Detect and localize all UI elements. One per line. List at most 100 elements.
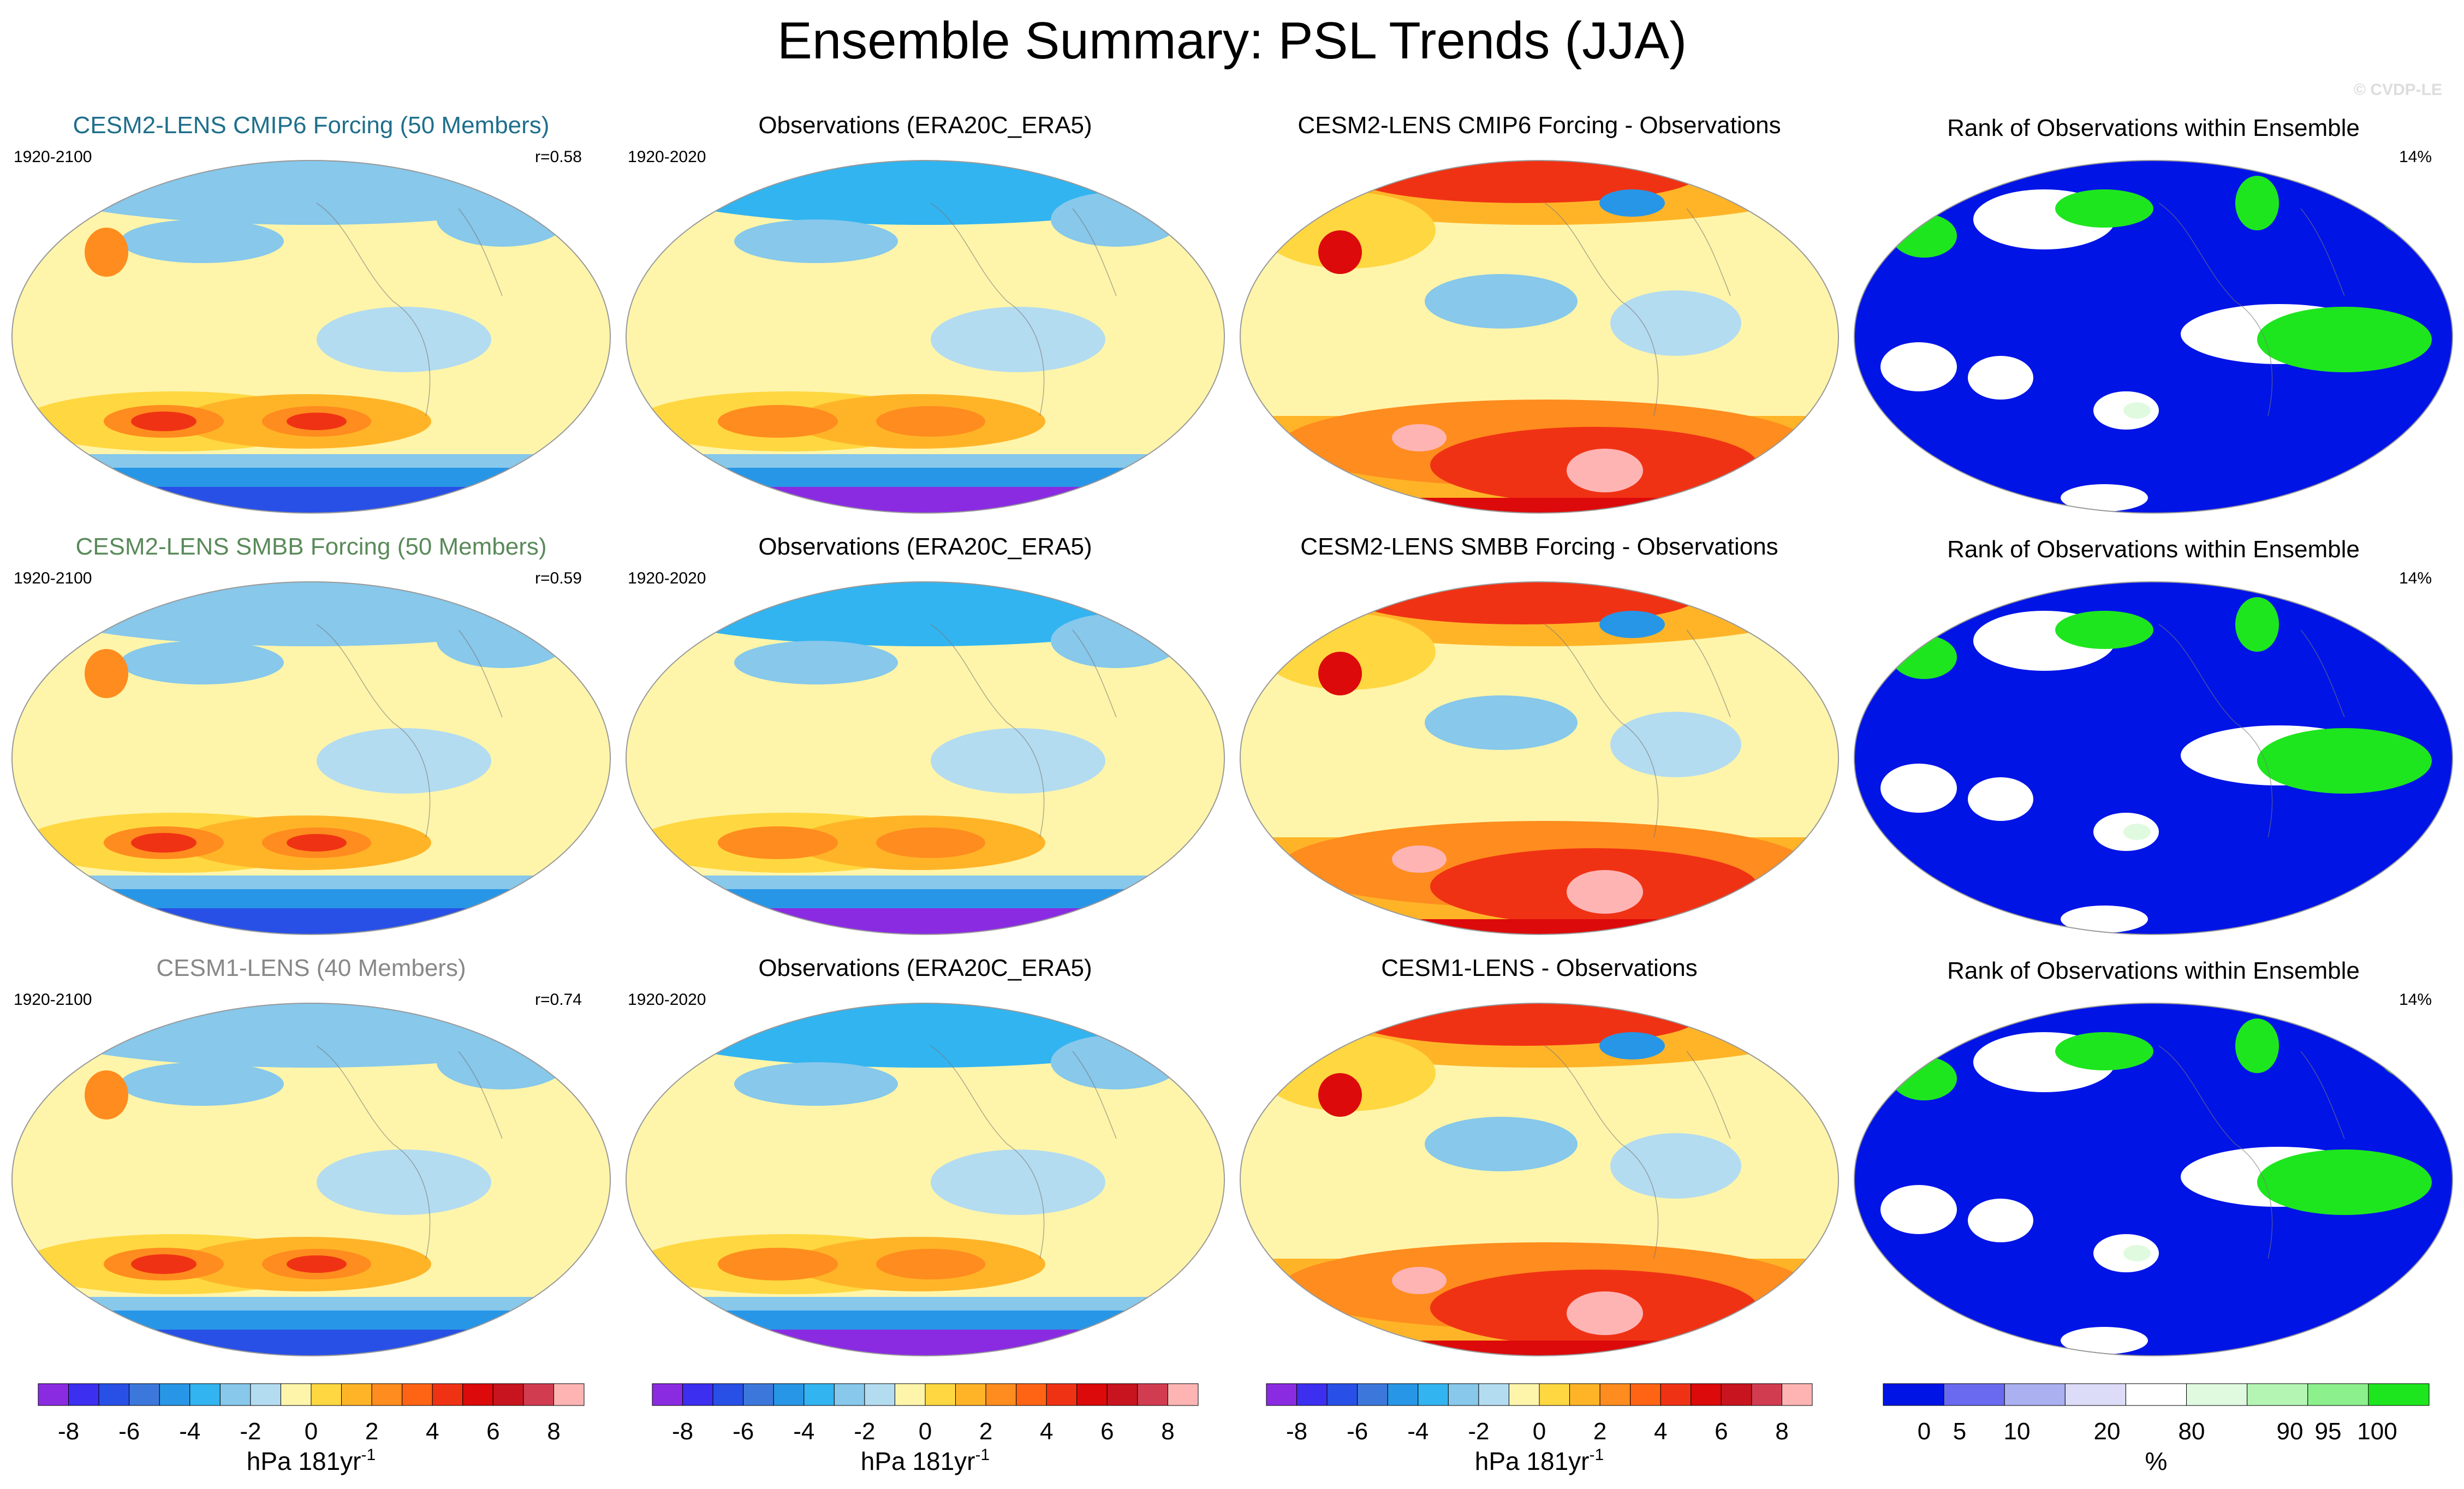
figure-title: Ensemble Summary: PSL Trends (JJA) xyxy=(777,11,1687,70)
colorbar-swatch xyxy=(553,1383,585,1406)
colorbar-tick-label: 4 xyxy=(1654,1418,1667,1445)
difference-map-r0 xyxy=(1240,160,1839,514)
trend-colorbar: -8 -6 -4 -2 0 2 4 6 8 hPa 181yr-1 xyxy=(1266,1383,1813,1475)
colorbar-tick-label: -8 xyxy=(58,1418,79,1445)
colorbar-tick-label: 8 xyxy=(1161,1418,1174,1445)
obs-period-label: 1920-2020 xyxy=(628,569,706,587)
obs-period-label: 1920-2020 xyxy=(628,148,706,166)
colorbar-swatch xyxy=(834,1383,865,1406)
credit-watermark: © CVDP-LE xyxy=(2353,81,2442,99)
model-panel-title: CESM1-LENS (40 Members) xyxy=(156,955,466,981)
colorbar-swatch xyxy=(2125,1383,2187,1406)
colorbar-swatch xyxy=(2186,1383,2248,1406)
colorbar-tick-label: 8 xyxy=(1775,1418,1788,1445)
colorbar-tick-label: 6 xyxy=(1100,1418,1114,1445)
colorbar-tick-label: 4 xyxy=(1040,1418,1053,1445)
colorbar-swatch xyxy=(1751,1383,1782,1406)
difference-panel-title: CESM2-LENS SMBB Forcing - Observations xyxy=(1300,533,1778,560)
colorbar-tick-label: 2 xyxy=(1593,1418,1606,1445)
colorbar-swatch xyxy=(250,1383,281,1406)
colorbar-swatch xyxy=(1478,1383,1509,1406)
colorbar-swatch xyxy=(98,1383,130,1406)
model-period-label: 1920-2100 xyxy=(14,991,92,1009)
colorbar-swatch xyxy=(492,1383,524,1406)
colorbar-swatch xyxy=(1167,1383,1199,1406)
colorbar-tick-label: 20 xyxy=(2094,1418,2121,1445)
colorbar-swatch xyxy=(1691,1383,1722,1406)
colorbar-swatch xyxy=(1599,1383,1631,1406)
colorbar-swatch xyxy=(652,1383,683,1406)
colorbar-swatch xyxy=(1357,1383,1388,1406)
colorbar-tick-label: -2 xyxy=(854,1418,875,1445)
colorbar-swatch xyxy=(1076,1383,1108,1406)
pattern-correlation-label: r=0.58 xyxy=(535,148,582,166)
colorbar-swatch xyxy=(712,1383,744,1406)
rank-percent-label: 14% xyxy=(2399,991,2432,1009)
obs-trend-map-r0 xyxy=(626,160,1225,514)
colorbar-swatch xyxy=(1569,1383,1600,1406)
model-panel-title: CESM2-LENS CMIP6 Forcing (50 Members) xyxy=(73,112,550,139)
colorbar-tick-label: 90 xyxy=(2277,1418,2304,1445)
difference-panel-title: CESM1-LENS - Observations xyxy=(1381,955,1698,981)
colorbar-tick-label: 5 xyxy=(1953,1418,1966,1445)
trend-colorbar: -8 -6 -4 -2 0 2 4 6 8 hPa 181yr-1 xyxy=(652,1383,1199,1475)
colorbar-tick-label: 2 xyxy=(979,1418,992,1445)
colorbar-swatch xyxy=(864,1383,895,1406)
colorbar-swatch xyxy=(219,1383,251,1406)
colorbar-swatch xyxy=(1721,1383,1752,1406)
model-trend-map-r1 xyxy=(11,581,611,935)
colorbar-swatch xyxy=(1046,1383,1078,1406)
colorbar-tick-label: 0 xyxy=(305,1418,318,1445)
colorbar-swatch xyxy=(1660,1383,1692,1406)
colorbar-swatch xyxy=(1539,1383,1570,1406)
difference-map-r2 xyxy=(1240,1003,1839,1356)
colorbar-swatch xyxy=(68,1383,99,1406)
colorbar-tick-label: -4 xyxy=(179,1418,200,1445)
colorbar-tick-label: 6 xyxy=(486,1418,499,1445)
colorbar-tick-label: -4 xyxy=(1407,1418,1429,1445)
colorbar-swatch xyxy=(341,1383,372,1406)
colorbar-swatch xyxy=(955,1383,986,1406)
colorbar-swatch xyxy=(462,1383,493,1406)
colorbar-tick-label: 0 xyxy=(1918,1418,1931,1445)
colorbar-swatch xyxy=(280,1383,312,1406)
obs-trend-map-r1 xyxy=(626,581,1225,935)
rank-panel-title: Rank of Observations within Ensemble xyxy=(1947,115,2360,141)
colorbar-tick-label: 10 xyxy=(2004,1418,2031,1445)
colorbar-swatch xyxy=(38,1383,69,1406)
trend-colorbar: -8 -6 -4 -2 0 2 4 6 8 hPa 181yr-1 xyxy=(38,1383,585,1475)
model-period-label: 1920-2100 xyxy=(14,148,92,166)
colorbar-tick-label: 0 xyxy=(1533,1418,1546,1445)
colorbar-tick-label: -6 xyxy=(118,1418,140,1445)
difference-map-r1 xyxy=(1240,581,1839,935)
difference-panel-title: CESM2-LENS CMIP6 Forcing - Observations xyxy=(1298,112,1781,139)
colorbar-tick-label: -6 xyxy=(733,1418,754,1445)
colorbar-swatch xyxy=(2064,1383,2126,1406)
colorbar-swatch xyxy=(1016,1383,1047,1406)
rank-panel-title: Rank of Observations within Ensemble xyxy=(1947,536,2360,563)
colorbar-swatch xyxy=(371,1383,403,1406)
colorbar-tick-label: 95 xyxy=(2315,1418,2342,1445)
colorbar-swatch xyxy=(432,1383,463,1406)
colorbar-swatch xyxy=(804,1383,835,1406)
colorbar-swatch xyxy=(2368,1383,2430,1406)
colorbar-tick-label: 80 xyxy=(2179,1418,2205,1445)
rank-percent-label: 14% xyxy=(2399,569,2432,587)
rank-panel-title: Rank of Observations within Ensemble xyxy=(1947,957,2360,984)
colorbar-swatch xyxy=(311,1383,342,1406)
colorbar-swatch xyxy=(2247,1383,2308,1406)
obs-panel-title: Observations (ERA20C_ERA5) xyxy=(758,112,1092,139)
rank-percent-label: 14% xyxy=(2399,148,2432,166)
model-panel-title: CESM2-LENS SMBB Forcing (50 Members) xyxy=(75,533,547,560)
obs-period-label: 1920-2020 xyxy=(628,991,706,1009)
colorbar-tick-label: 100 xyxy=(2357,1418,2397,1445)
obs-panel-title: Observations (ERA20C_ERA5) xyxy=(758,533,1092,560)
colorbar-swatch xyxy=(1106,1383,1138,1406)
colorbar-swatch xyxy=(2004,1383,2066,1406)
colorbar-swatch xyxy=(402,1383,433,1406)
pattern-correlation-label: r=0.74 xyxy=(535,991,582,1009)
colorbar-swatch xyxy=(1943,1383,2005,1406)
colorbar-tick-label: -2 xyxy=(240,1418,261,1445)
obs-panel-title: Observations (ERA20C_ERA5) xyxy=(758,955,1092,981)
colorbar-swatch xyxy=(1508,1383,1540,1406)
